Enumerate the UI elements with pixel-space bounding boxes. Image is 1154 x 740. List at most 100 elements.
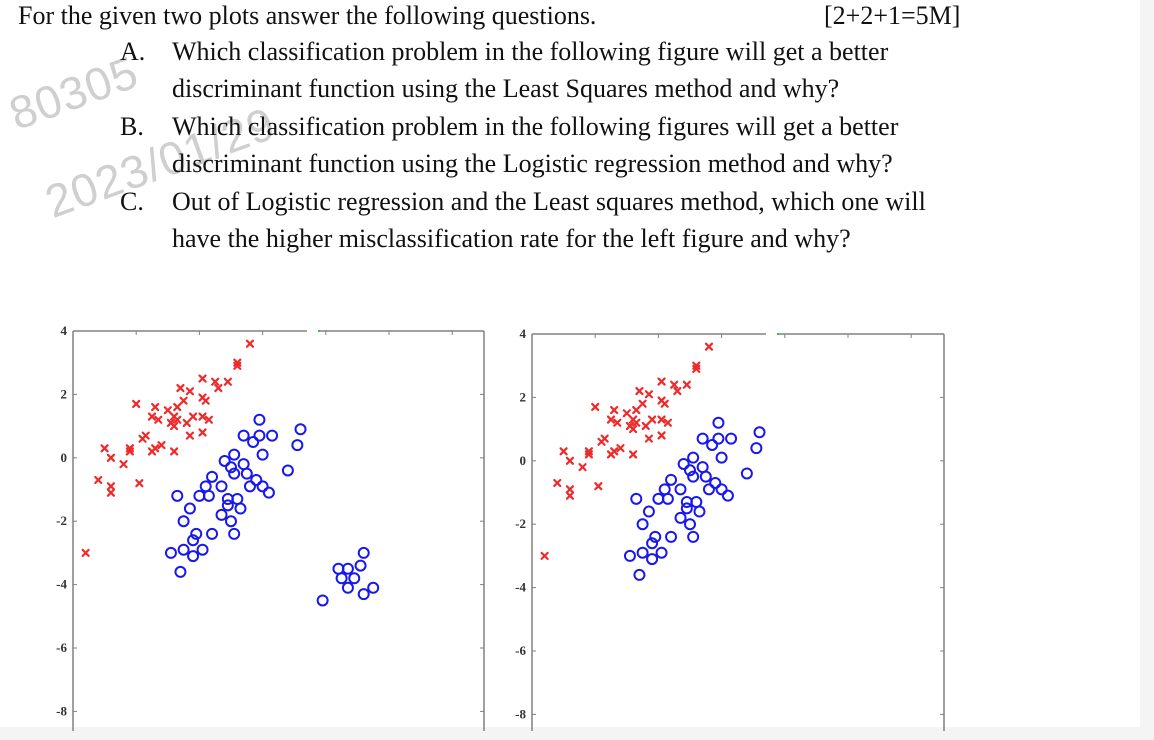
question-c-label: C. bbox=[120, 187, 144, 216]
circle-marker bbox=[633, 568, 646, 581]
circle-marker bbox=[696, 461, 709, 474]
cross-marker bbox=[185, 387, 195, 396]
circle-marker bbox=[687, 451, 700, 464]
circle-marker bbox=[174, 565, 187, 578]
circle-marker bbox=[680, 502, 693, 515]
circle-marker bbox=[623, 549, 636, 562]
cross-marker bbox=[245, 339, 255, 348]
circle-marker bbox=[281, 464, 294, 477]
circle-marker bbox=[712, 432, 725, 445]
circle-marker bbox=[237, 429, 250, 442]
circle-marker bbox=[256, 448, 269, 461]
circle-marker bbox=[715, 451, 728, 464]
circle-marker bbox=[661, 492, 674, 505]
circle-marker bbox=[234, 502, 247, 515]
circle-marker bbox=[715, 483, 728, 496]
circle-marker bbox=[684, 518, 696, 531]
cross-marker bbox=[644, 390, 654, 399]
y-tick-label: 0 bbox=[520, 453, 527, 468]
circle-marker bbox=[674, 511, 687, 524]
cross-marker bbox=[565, 485, 575, 494]
circle-marker bbox=[183, 502, 196, 515]
circle-marker bbox=[190, 527, 203, 540]
circle-marker bbox=[215, 508, 228, 521]
question-b-line-2: discriminant function using the Logistic… bbox=[172, 149, 893, 178]
cross-marker bbox=[584, 450, 593, 459]
cross-marker bbox=[632, 405, 641, 415]
circle-marker bbox=[357, 588, 370, 601]
circle-marker bbox=[348, 572, 361, 585]
circle-marker bbox=[164, 546, 177, 559]
cross-marker bbox=[185, 431, 195, 440]
y-tick-label: -2 bbox=[56, 513, 67, 528]
cross-marker bbox=[682, 380, 691, 389]
cross-marker bbox=[657, 431, 666, 440]
cross-marker bbox=[704, 342, 714, 351]
question-a-line-1: Which classification problem in the foll… bbox=[172, 37, 889, 66]
cross-marker bbox=[565, 456, 575, 465]
cross-marker bbox=[147, 447, 157, 456]
cross-marker bbox=[188, 412, 198, 421]
circle-marker bbox=[706, 438, 719, 451]
circle-marker bbox=[196, 543, 209, 556]
y-tick-label: 2 bbox=[61, 386, 68, 401]
cross-marker bbox=[170, 447, 179, 456]
green-marker bbox=[777, 333, 779, 335]
cross-marker bbox=[223, 377, 232, 386]
cross-marker bbox=[647, 415, 657, 424]
question-page: 80305 2023/01/29 For the given two plots… bbox=[0, 0, 1140, 731]
cross-marker bbox=[138, 434, 147, 443]
circle-marker bbox=[206, 470, 219, 483]
cross-marker bbox=[616, 444, 625, 453]
cross-marker bbox=[233, 361, 242, 370]
circle-marker bbox=[725, 432, 738, 445]
cross-marker bbox=[151, 402, 160, 412]
y-tick-label: -2 bbox=[515, 516, 526, 531]
cross-marker bbox=[625, 421, 635, 431]
circle-marker bbox=[750, 442, 763, 455]
y-tick-label: 4 bbox=[520, 326, 527, 341]
cross-marker bbox=[198, 428, 207, 437]
cross-marker bbox=[157, 441, 166, 450]
y-tick-label: 4 bbox=[61, 323, 68, 338]
y-tick-label: -8 bbox=[56, 703, 67, 718]
circle-marker bbox=[316, 594, 329, 607]
cross-marker bbox=[553, 478, 562, 488]
cross-marker bbox=[173, 402, 182, 412]
cross-marker bbox=[591, 402, 600, 412]
circle-marker bbox=[256, 480, 269, 493]
circle-marker bbox=[228, 467, 241, 480]
circle-marker bbox=[187, 550, 200, 563]
circle-marker bbox=[665, 530, 678, 543]
circle-marker bbox=[699, 470, 712, 483]
circle-marker bbox=[684, 464, 696, 477]
cross-marker bbox=[559, 447, 568, 456]
cross-marker bbox=[132, 399, 141, 409]
circle-marker bbox=[215, 480, 228, 493]
cross-marker bbox=[663, 418, 672, 427]
cross-marker bbox=[692, 364, 701, 373]
circle-marker bbox=[649, 530, 662, 543]
y-tick-label: 2 bbox=[520, 389, 527, 404]
cross-marker bbox=[81, 548, 90, 558]
question-b-label: B. bbox=[120, 112, 144, 141]
circle-marker bbox=[291, 439, 304, 452]
circle-marker bbox=[335, 572, 348, 585]
cross-marker bbox=[606, 450, 616, 459]
cross-marker bbox=[94, 475, 103, 485]
cross-marker bbox=[540, 551, 549, 561]
circle-marker bbox=[367, 581, 380, 594]
question-c-line-2: have the higher misclassification rate f… bbox=[172, 224, 851, 253]
green-marker bbox=[318, 330, 320, 332]
circle-marker bbox=[228, 527, 241, 540]
cross-marker bbox=[622, 409, 631, 418]
circle-marker bbox=[354, 559, 367, 572]
cross-marker bbox=[610, 405, 619, 415]
circle-marker bbox=[253, 429, 266, 442]
circle-marker bbox=[266, 429, 279, 442]
cross-marker bbox=[660, 399, 669, 408]
circle-marker bbox=[693, 505, 706, 518]
circle-marker bbox=[247, 435, 260, 448]
y-tick-label: -4 bbox=[515, 580, 526, 595]
cross-marker bbox=[578, 463, 587, 472]
